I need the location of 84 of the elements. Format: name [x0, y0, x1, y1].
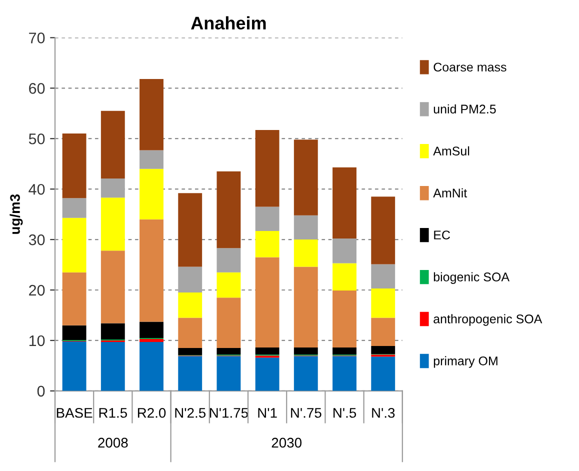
x-tick-label: R1.5 — [99, 408, 127, 418]
bar — [294, 266, 318, 348]
bar — [332, 290, 356, 348]
y-tick-label: 40 — [28, 184, 45, 195]
bar — [216, 356, 241, 391]
legend-label: EC — [434, 230, 450, 240]
bar — [62, 218, 86, 272]
bar — [332, 263, 356, 291]
bar — [255, 257, 280, 348]
bar — [178, 193, 202, 267]
bar — [216, 272, 241, 298]
text: 2008 — [98, 438, 128, 448]
bar — [294, 215, 318, 240]
y-tick-label: 10 — [29, 335, 45, 346]
bar — [140, 150, 164, 169]
y-tick-label: 0 — [37, 386, 45, 397]
bar — [178, 356, 202, 391]
bar — [255, 230, 280, 258]
bar — [140, 79, 164, 150]
bar — [140, 168, 164, 220]
bar — [255, 358, 280, 391]
bar — [100, 198, 125, 251]
bar — [62, 134, 86, 198]
bar — [371, 264, 396, 288]
bar — [294, 348, 318, 355]
bar — [371, 288, 396, 318]
y-tick-label: 20 — [29, 284, 45, 296]
bar — [216, 171, 241, 248]
x-tick-label: N'.75 — [291, 408, 322, 418]
x-tick-label: N'2.5 — [175, 408, 206, 418]
legend-label: anthropogenic SOA — [434, 314, 542, 326]
bar — [178, 318, 202, 348]
bar — [332, 348, 356, 355]
bar — [62, 341, 86, 391]
bar — [178, 292, 202, 318]
bar — [62, 198, 86, 218]
bar — [100, 250, 125, 324]
bar — [178, 266, 202, 293]
bar — [294, 140, 318, 216]
bar — [100, 323, 125, 340]
x-tick-label: N'.3 — [372, 408, 395, 418]
y-tick-label: 70 — [29, 32, 45, 44]
bar — [140, 342, 164, 391]
bar — [140, 219, 164, 322]
bar — [294, 356, 318, 391]
legend-label: primary OM — [434, 356, 498, 368]
legend-label: AmSul — [433, 146, 470, 156]
bar — [255, 206, 280, 231]
bar — [371, 318, 396, 346]
bar — [100, 110, 125, 178]
bar — [255, 130, 280, 207]
bar — [294, 240, 318, 267]
legend-label: AmNit — [433, 188, 468, 198]
y-axis-title: ug/m3 — [10, 194, 23, 234]
bar — [216, 348, 241, 355]
bar — [140, 338, 164, 342]
bar — [62, 325, 86, 340]
bar — [332, 356, 356, 391]
bar — [332, 167, 356, 239]
bar — [332, 238, 356, 264]
bar — [371, 346, 396, 354]
x-tick-label: N'.5 — [334, 408, 356, 418]
x-tick-label: R2.0 — [138, 408, 166, 418]
bar — [371, 196, 396, 264]
legend-label: unid PM2.5 — [434, 104, 496, 114]
chart-title: Anaheim — [191, 16, 266, 30]
x-tick-label: N'1.75 — [210, 408, 248, 418]
bar — [100, 178, 125, 198]
bar — [255, 348, 280, 355]
bar — [140, 322, 164, 338]
bar — [178, 348, 202, 356]
bar — [216, 248, 241, 272]
y-tick-label: 50 — [28, 133, 45, 144]
y-tick-label: 30 — [28, 234, 45, 246]
bar — [216, 298, 241, 348]
bar — [100, 342, 125, 391]
x-tick-label: BASE — [56, 408, 92, 418]
legend-label: biogenic SOA — [434, 272, 510, 284]
bar — [62, 272, 86, 326]
text: 2030 — [272, 438, 302, 448]
bar — [371, 356, 396, 391]
x-tick-label: N'1 — [258, 408, 277, 418]
legend-label: Coarse mass — [434, 62, 506, 72]
y-tick-label: 60 — [29, 83, 45, 94]
